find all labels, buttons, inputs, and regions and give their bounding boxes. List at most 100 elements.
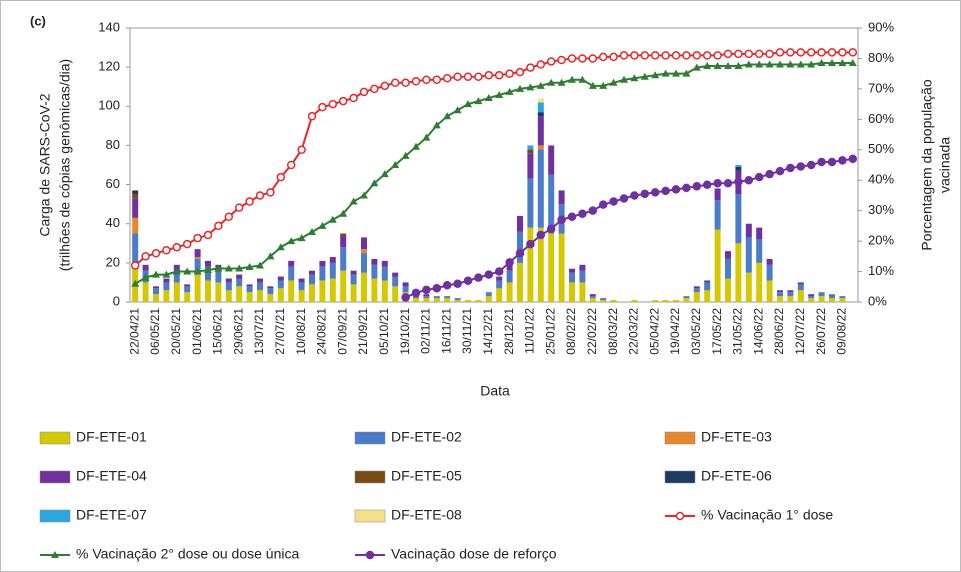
bar-segment <box>745 237 752 273</box>
x-tick-label: 11/01/22 <box>523 308 537 354</box>
bar-segment <box>735 166 742 171</box>
legend-swatch <box>664 431 696 445</box>
y-tick-label: 40 <box>106 215 120 230</box>
bar-segment <box>277 280 284 289</box>
bar-segment <box>402 282 409 287</box>
legend-label: DF-ETE-03 <box>701 429 772 445</box>
bar-segment <box>173 282 180 302</box>
marker <box>744 60 753 68</box>
marker <box>806 48 816 57</box>
marker <box>671 185 681 194</box>
x-tick-label: 08/03/22 <box>606 308 620 355</box>
marker <box>828 59 836 67</box>
x-tick-label: 08/02/22 <box>564 308 578 355</box>
bar-segment <box>298 290 305 302</box>
bar-segment <box>537 112 544 117</box>
marker <box>256 261 264 269</box>
y2-tick-label: 90% <box>868 19 894 34</box>
bar-segment <box>693 292 700 302</box>
bar-segment <box>787 290 794 293</box>
marker <box>266 188 275 197</box>
marker <box>380 170 389 178</box>
bar-segment <box>766 264 773 281</box>
bar-segment <box>319 266 326 281</box>
bar-segment <box>246 284 253 287</box>
bar-segment <box>797 284 804 291</box>
y2-axis-title: Porcentagem da população <box>919 79 935 250</box>
bar-segment <box>537 98 544 103</box>
x-tick-label: 19/04/22 <box>668 308 682 355</box>
marker <box>848 48 858 57</box>
bar-segment <box>153 286 159 289</box>
x-tick-label: 25/01/22 <box>543 308 557 355</box>
marker <box>193 267 202 275</box>
marker <box>619 51 629 60</box>
y-tick-label: 120 <box>98 59 120 74</box>
marker <box>547 78 556 86</box>
marker <box>630 191 639 200</box>
bar-segment <box>257 290 263 302</box>
marker <box>130 261 140 270</box>
marker <box>817 157 826 167</box>
marker <box>827 157 837 167</box>
bar-segment <box>350 274 357 285</box>
marker <box>546 224 556 234</box>
marker <box>297 234 306 242</box>
marker <box>328 99 338 109</box>
bar-segment <box>808 296 815 299</box>
legend-swatch <box>39 509 71 523</box>
bar-segment <box>298 278 305 283</box>
bar-segment <box>787 292 794 297</box>
marker <box>401 151 410 159</box>
marker <box>515 249 525 258</box>
x-tick-label: 13/07/21 <box>252 308 266 355</box>
marker <box>682 183 691 193</box>
bar-segment <box>267 286 274 289</box>
marker <box>234 203 244 212</box>
marker <box>692 51 702 60</box>
bar-segment <box>132 190 139 195</box>
marker <box>786 48 795 57</box>
marker <box>172 267 181 275</box>
marker <box>536 81 545 89</box>
marker <box>609 197 618 206</box>
marker <box>432 121 441 129</box>
bar-segment <box>329 262 336 279</box>
bar-segment <box>402 286 409 293</box>
bar-segment <box>267 294 274 302</box>
y2-tick-label: 50% <box>868 141 894 156</box>
x-tick-label: 05/04/22 <box>647 308 661 355</box>
legend-label: DF-ETE-02 <box>391 429 462 445</box>
bar-segment <box>194 274 201 302</box>
x-tick-label: 20/05/21 <box>169 308 183 355</box>
bar-segment <box>777 296 783 302</box>
y-axis-title: Carga de SARS-CoV-2 <box>37 93 53 236</box>
bar-segment <box>631 300 638 302</box>
bar-segment <box>579 270 586 283</box>
marker <box>588 206 598 215</box>
bar-segment <box>267 288 274 295</box>
bar-segment <box>537 145 544 150</box>
x-tick-label: 28/12/21 <box>502 308 516 355</box>
marker <box>640 189 650 199</box>
bar-segment <box>257 282 263 291</box>
bar-segment <box>693 288 700 293</box>
marker <box>838 48 847 57</box>
marker <box>182 239 192 249</box>
marker <box>578 209 587 218</box>
bar-segment <box>340 235 347 248</box>
y2-tick-label: 70% <box>868 80 894 95</box>
bar-segment <box>298 282 305 291</box>
legend-label: DF-ETE-01 <box>76 429 147 445</box>
marker <box>702 180 712 190</box>
marker <box>453 106 462 114</box>
legend-label: DF-ETE-05 <box>391 468 462 484</box>
bar-segment <box>413 298 419 302</box>
marker <box>671 51 681 60</box>
y-axis-title: (trilhões de cópias genômicas/dia) <box>57 59 73 271</box>
bar-segment <box>142 282 149 302</box>
marker <box>661 186 670 196</box>
bar-segment <box>329 278 336 302</box>
marker <box>370 179 379 187</box>
bar-segment <box>527 145 534 150</box>
